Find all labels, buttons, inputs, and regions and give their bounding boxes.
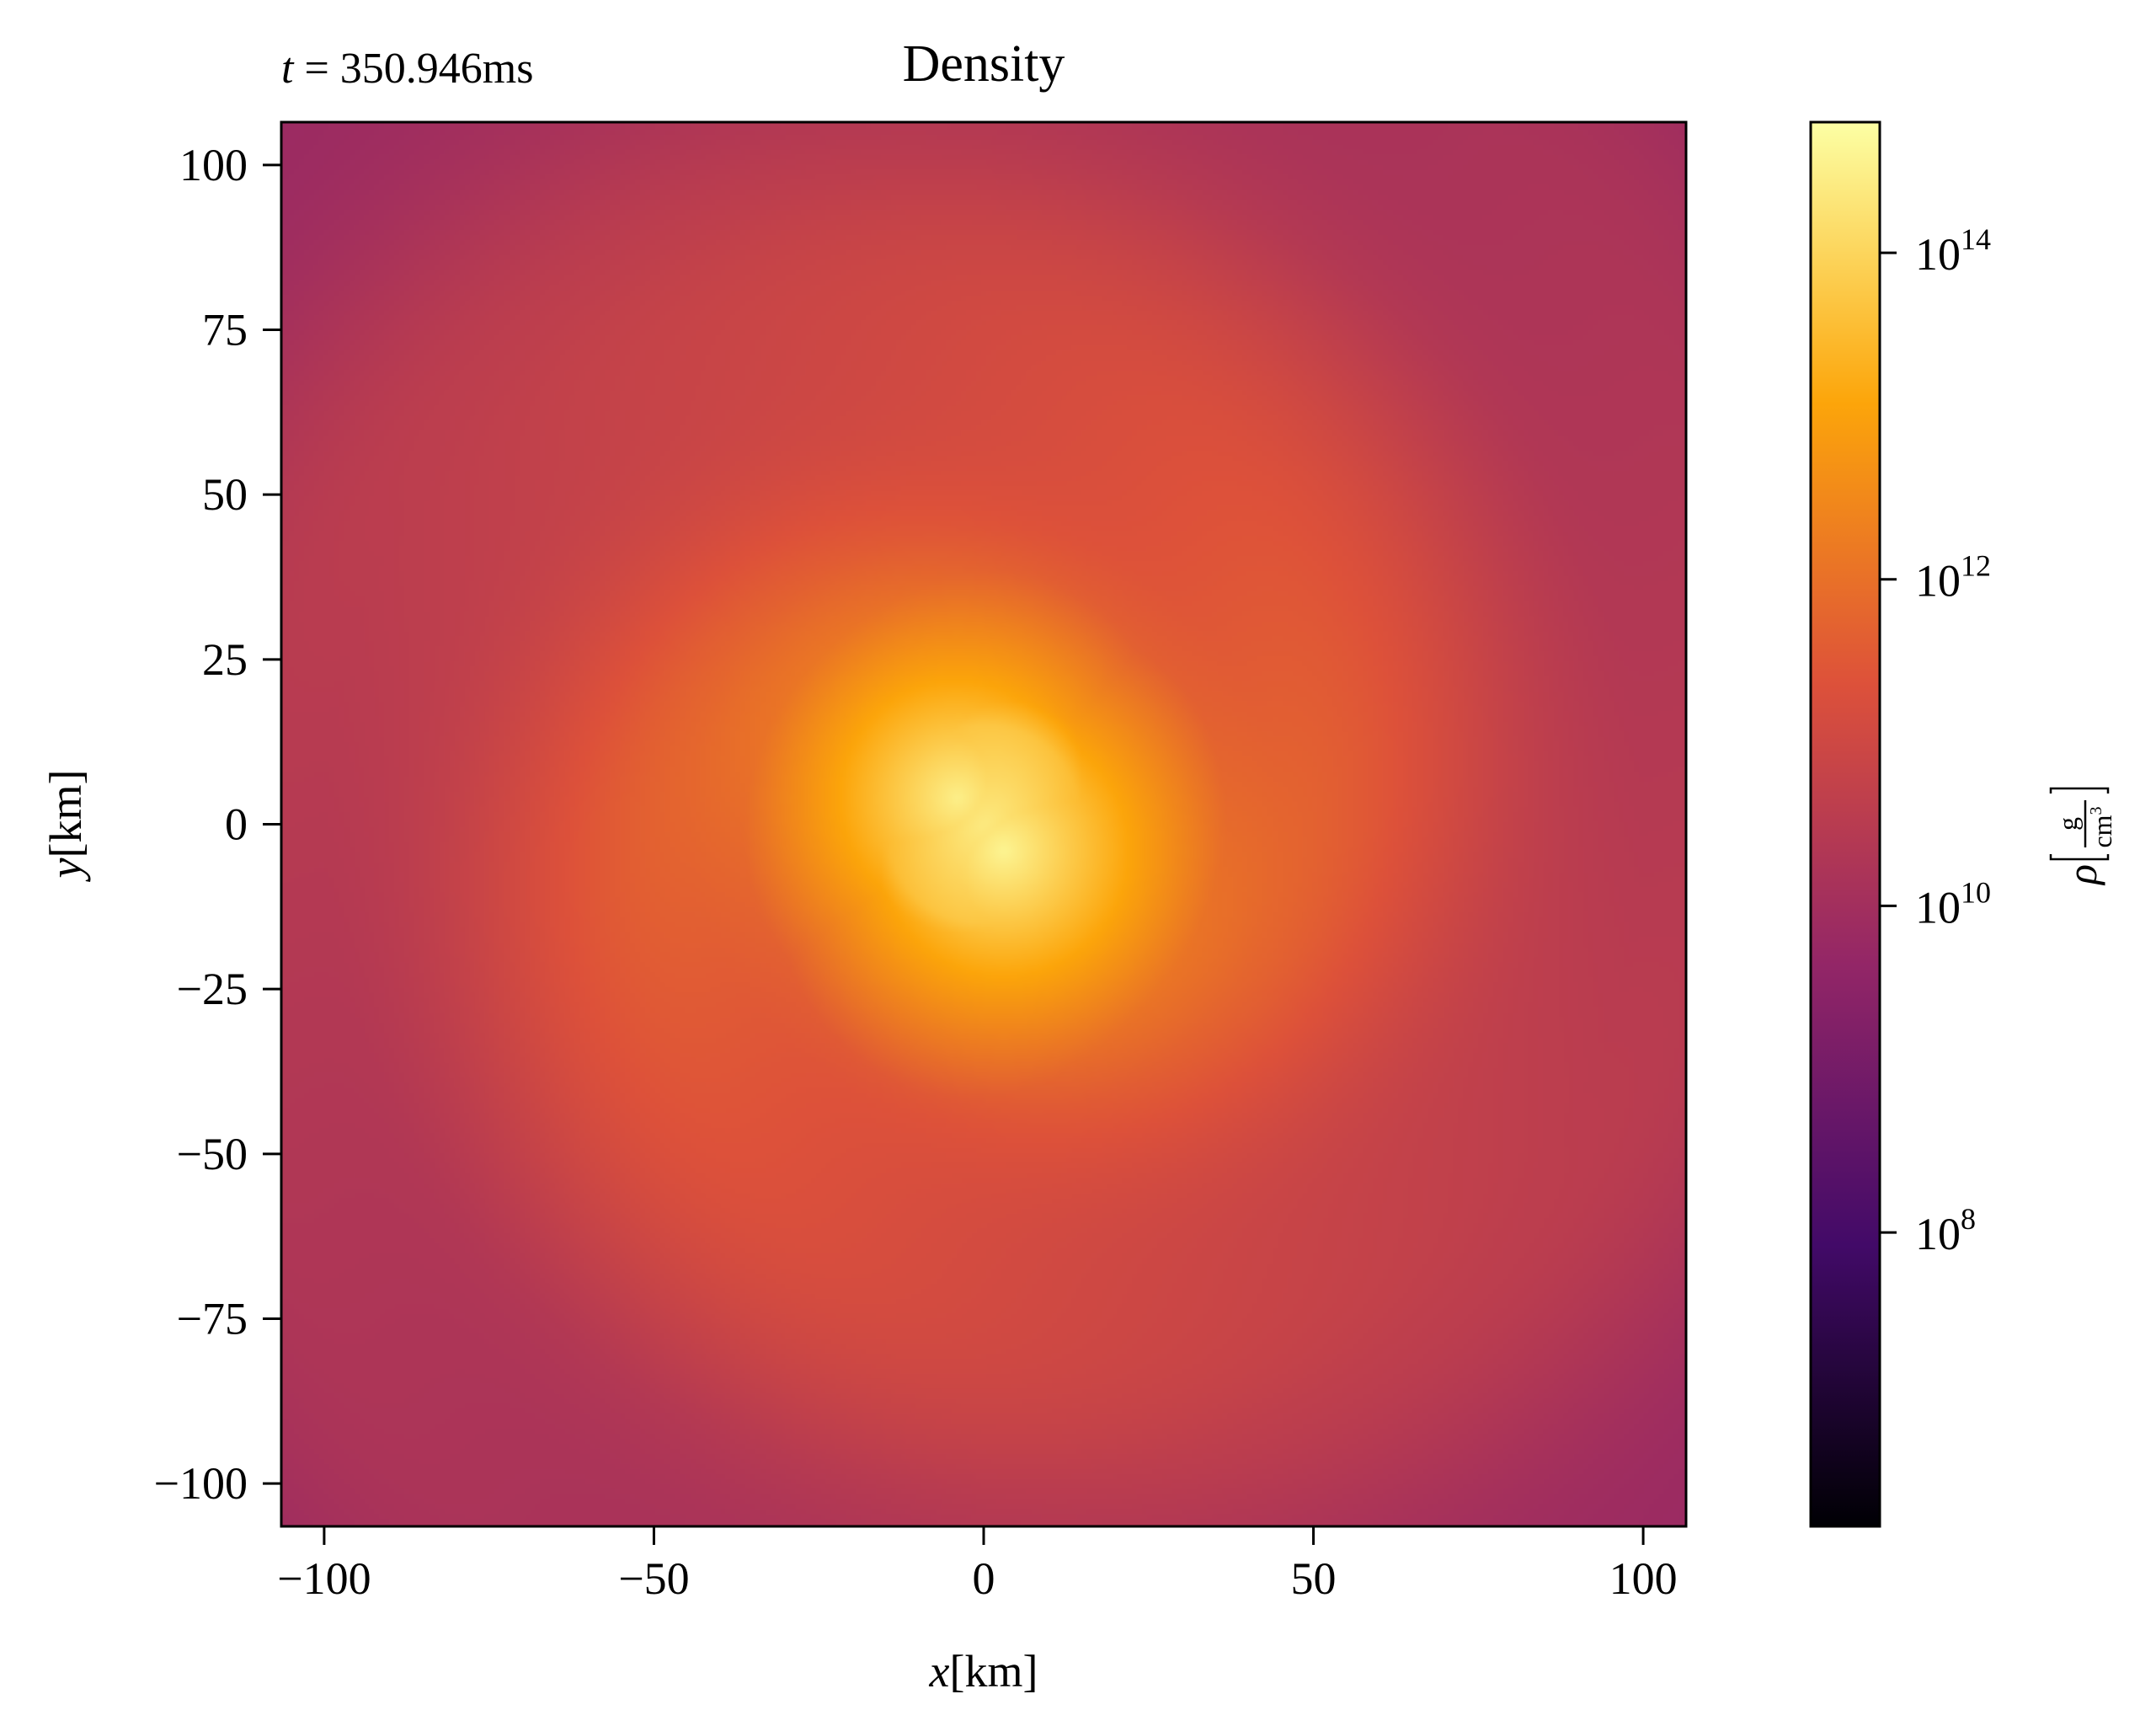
x-tick-label: −100 (277, 1553, 371, 1604)
heatmap (281, 122, 1686, 1526)
colorbar-tick-label: 108 (1915, 1202, 1976, 1259)
y-tick-label: 50 (202, 469, 248, 520)
y-tick-label: −25 (177, 964, 248, 1014)
chart-title: Density (903, 35, 1065, 93)
colorbar-label-denominator: cm3 (2087, 806, 2117, 847)
y-axis-ticks: 100 75 50 25 0 −25 −50 −75 −100 (154, 140, 281, 1509)
colorbar-label-numerator: g (2052, 817, 2083, 831)
y-tick-label: 75 (202, 305, 248, 355)
y-tick-label: −100 (154, 1458, 248, 1509)
time-label: t = 350.946ms (281, 45, 533, 93)
x-tick-label: 0 (973, 1553, 995, 1604)
colorbar-label-symbol: ρ (2058, 864, 2105, 886)
x-axis-ticks: −100 −50 0 50 100 (277, 1526, 1678, 1604)
y-tick-label: −75 (177, 1293, 248, 1344)
density-heatmap-image (281, 122, 1686, 1526)
y-tick-label: 25 (202, 634, 248, 685)
colorbar-ticks: 108 1010 1012 1014 (1880, 222, 1991, 1259)
y-axis-label: y[km] (40, 770, 91, 883)
colorbar-label-bracket-left (2049, 854, 2110, 861)
x-axis-label: x[km] (929, 1646, 1038, 1697)
colorbar-label: ρ g cm3 (2049, 787, 2117, 886)
y-tick-label: 100 (179, 140, 248, 190)
x-tick-label: 100 (1609, 1553, 1678, 1604)
x-tick-label: −50 (618, 1553, 689, 1604)
colorbar-label-bracket-right (2049, 787, 2110, 794)
colorbar-tick-label: 1010 (1915, 875, 1991, 932)
colorbar-tick-label: 1014 (1915, 222, 1991, 280)
colorbar-tick-label: 1012 (1915, 549, 1991, 607)
y-tick-label: −50 (177, 1129, 248, 1179)
y-tick-label: 0 (225, 799, 248, 850)
colorbar (1809, 120, 1881, 1528)
x-tick-label: 50 (1291, 1553, 1337, 1604)
